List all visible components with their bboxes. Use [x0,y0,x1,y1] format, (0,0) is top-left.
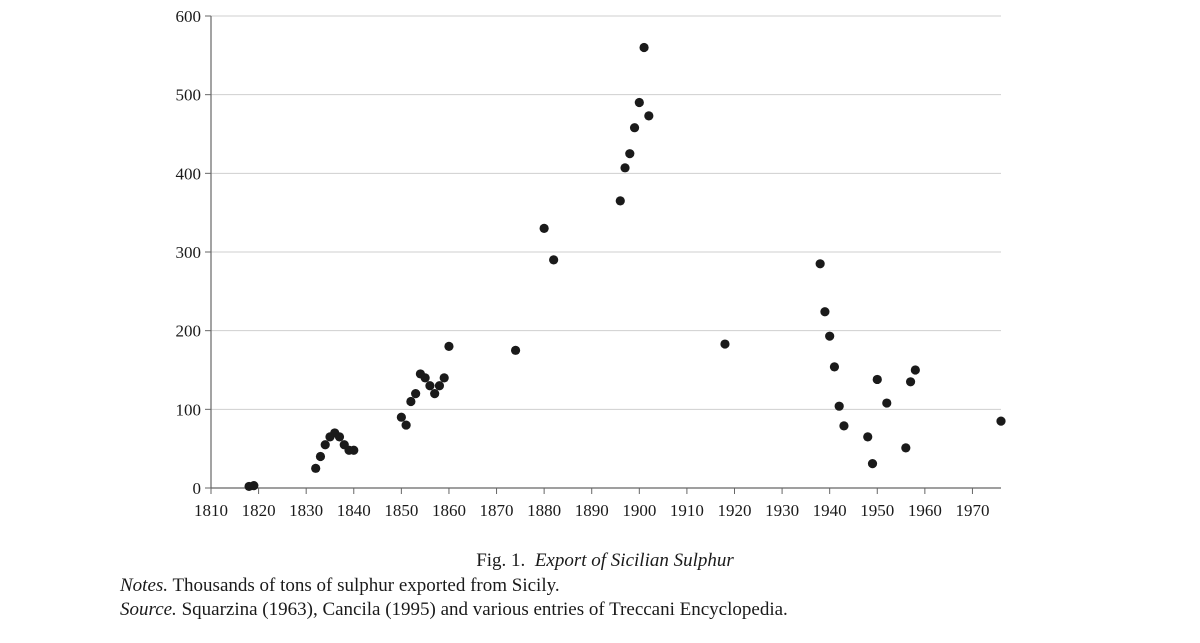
x-tick-label: 1900 [622,501,656,520]
x-tick-label: 1820 [242,501,276,520]
data-point [396,412,406,422]
data-point [420,373,430,383]
x-tick-label: 1960 [908,501,942,520]
source-line: Source. Squarzina (1963), Cancila (1995)… [120,599,1180,621]
data-point [425,381,435,391]
x-tick-label: 1870 [480,501,514,520]
notes-prefix: Notes. [120,575,169,596]
data-point [905,377,916,387]
data-point [825,331,835,341]
data-point [401,420,411,430]
x-tick-label: 1890 [575,501,609,520]
data-point [872,374,882,385]
data-point [510,345,521,355]
data-point [644,111,654,121]
notes-text: Thousands of tons of sulphur exported fr… [172,575,560,596]
gridlines [211,15,1001,410]
data-point [634,97,644,108]
data-point [910,365,920,375]
data-point [444,341,454,351]
data-point [249,481,259,491]
x-tick-label: 1850 [384,501,418,520]
y-tick-label: 600 [176,7,202,26]
data-point [815,259,825,269]
data-point [720,339,730,349]
data-point [882,398,892,408]
x-tick-label: 1880 [527,501,561,520]
y-tick-label: 300 [176,243,202,262]
source-text: Squarzina (1963), Cancila (1995) and var… [181,599,788,620]
x-tick-label: 1920 [717,501,751,520]
x-tick-label: 1840 [337,501,371,520]
data-point [625,149,635,159]
data-point [411,389,421,399]
data-point [629,123,640,133]
x-tick-labels: 1810 1820 1830 1840 1850 1860 1870 1880 1890 1900… [194,501,989,520]
data-point [839,421,849,431]
data-point [615,196,625,206]
data-point [996,416,1006,426]
data-point [349,445,359,455]
data-points [244,42,1006,492]
notes-line: Notes. Thousands of tons of sulphur expo… [120,575,1180,597]
data-point [434,381,445,391]
x-tick-label: 1830 [289,501,323,520]
x-tick-label: 1910 [670,501,704,520]
figure-title: Export of Sicilian Sulphur [534,550,734,571]
data-point [867,459,878,469]
scatter-chart: 0 100 200 300 400 500 600 1810 1820 1830 1840 1850… [176,7,1006,520]
figure-caption: Fig. 1. Export of Sicilian Sulphur [0,550,1200,572]
y-tick-label: 100 [176,400,202,419]
figure-label: Fig. 1. [476,550,526,571]
data-point [829,362,840,372]
data-point [430,389,440,399]
axes [205,15,1001,494]
data-point [539,223,549,233]
data-point [901,443,911,453]
y-tick-label: 0 [193,479,202,498]
data-point [639,42,649,53]
data-point [439,373,449,383]
source-prefix: Source. [120,599,177,620]
x-tick-label: 1930 [765,501,799,520]
data-point [320,440,330,450]
x-tick-label: 1940 [813,501,847,520]
data-point [863,432,873,442]
y-tick-label: 200 [176,322,202,341]
data-point [311,463,321,473]
x-tick-label: 1950 [860,501,894,520]
data-point [406,396,416,407]
x-tick-label: 1970 [955,501,989,520]
data-point [834,401,844,411]
data-point [820,307,830,317]
data-point [315,451,326,462]
data-point [549,255,559,265]
data-point [620,163,630,173]
y-tick-label: 500 [176,86,202,105]
y-tick-label: 400 [176,164,202,183]
data-point [334,432,345,442]
x-tick-label: 1860 [432,501,466,520]
x-tick-label: 1810 [194,501,228,520]
y-tick-labels: 0 100 200 300 400 500 600 [176,7,202,498]
